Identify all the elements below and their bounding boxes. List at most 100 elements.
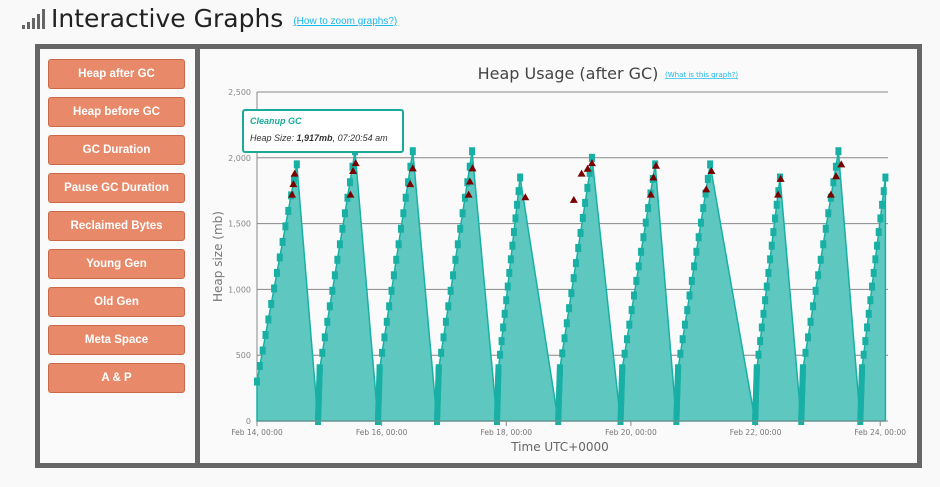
heap-data-point	[626, 320, 633, 329]
cleanup-gc-marker	[349, 166, 358, 174]
heap-data-point	[691, 262, 698, 271]
heap-data-point	[556, 364, 563, 373]
heap-usage-chart[interactable]: Heap Usage (after GC) (What is this graph…	[200, 49, 917, 463]
heap-data-point	[677, 349, 684, 358]
heap-data-point	[339, 224, 346, 233]
heap-data-point	[402, 193, 409, 202]
heap-data-point	[586, 168, 593, 177]
how-to-zoom-link[interactable]: (How to zoom graphs?)	[293, 16, 398, 27]
heap-data-point	[517, 173, 524, 182]
heap-data-point	[817, 255, 824, 264]
heap-data-point	[758, 323, 765, 332]
graph-button-reclaimed-bytes[interactable]: Reclaimed Bytes	[48, 211, 185, 241]
x-tick-label: Feb 14, 00:00	[231, 428, 283, 437]
heap-data-point	[459, 209, 466, 218]
cleanup-gc-marker	[464, 190, 473, 198]
heap-data-point	[386, 302, 393, 311]
heap-data-point	[262, 330, 269, 339]
heap-data-point	[822, 224, 829, 233]
heap-data-point	[588, 153, 595, 162]
heap-data-point	[445, 302, 452, 311]
graph-button-meta-space[interactable]: Meta Space	[48, 325, 185, 355]
what-is-this-graph-link[interactable]: (What is this graph?)	[665, 71, 738, 79]
graph-button-heap-before-gc[interactable]: Heap before GC	[48, 97, 185, 127]
heap-data-point	[686, 291, 693, 300]
graph-button-heap-after-gc[interactable]: Heap after GC	[48, 59, 185, 89]
heap-data-point	[582, 198, 589, 207]
graph-button-young-gen[interactable]: Young Gen	[48, 249, 185, 279]
heap-data-point	[584, 183, 591, 192]
tooltip-label: Heap Size:	[250, 133, 297, 143]
heap-data-point	[469, 147, 476, 156]
heap-data-point	[326, 302, 333, 311]
heap-data-point	[344, 193, 351, 202]
heap-data-point	[316, 364, 323, 373]
heap-data-point	[621, 349, 628, 358]
cleanup-gc-marker	[569, 195, 578, 203]
heap-data-point	[381, 333, 388, 342]
heap-data-point	[279, 237, 286, 246]
heap-data-point	[835, 147, 842, 156]
heap-data-point	[331, 271, 338, 280]
heap-data-point	[867, 296, 874, 305]
tooltip-body: Heap Size: 1,917mb, 07:20:54 am	[250, 133, 396, 143]
cleanup-gc-marker	[837, 160, 846, 168]
heap-data-point	[830, 178, 837, 187]
cleanup-gc-marker	[521, 193, 530, 201]
heap-data-point	[495, 364, 502, 373]
cleanup-gc-marker	[707, 166, 716, 174]
heap-data-point	[872, 255, 879, 264]
heap-data-point	[770, 228, 777, 237]
heap-data-point	[409, 147, 416, 156]
heap-data-point	[256, 362, 263, 371]
heap-data-point	[864, 323, 871, 332]
graph-button-a-p[interactable]: A & P	[48, 363, 185, 393]
heap-data-point	[628, 306, 635, 315]
graph-button-old-gen[interactable]: Old Gen	[48, 287, 185, 317]
cleanup-gc-marker	[468, 164, 477, 172]
heap-data-point	[293, 160, 300, 169]
heap-data-point	[334, 255, 341, 264]
heap-data-point	[877, 214, 884, 223]
heap-data-point	[645, 204, 652, 213]
heap-data-point	[619, 364, 626, 373]
heap-data-point	[341, 209, 348, 218]
heap-data-point	[638, 247, 645, 256]
heap-data-point	[461, 193, 468, 202]
cleanup-gc-marker	[652, 161, 661, 169]
heap-data-point	[349, 162, 356, 171]
heap-data-point	[329, 286, 336, 295]
heap-data-point	[405, 178, 412, 187]
heap-data-point	[561, 334, 568, 343]
graph-button-gc-duration[interactable]: GC Duration	[48, 135, 185, 165]
heap-data-point	[324, 317, 331, 326]
heap-data-point	[810, 302, 817, 311]
heap-data-point	[276, 253, 283, 262]
heap-data-point	[755, 350, 762, 359]
heap-data-point	[572, 259, 579, 268]
heap-data-point	[566, 304, 573, 313]
heap-data-point	[454, 240, 461, 249]
heap-data-point	[514, 200, 521, 209]
page-title: Interactive Graphs	[51, 4, 284, 33]
heap-data-point	[760, 309, 767, 318]
heap-data-point	[772, 214, 779, 223]
y-tick-label: 2,000	[228, 154, 251, 163]
graph-button-pause-gc-duration[interactable]: Pause GC Duration	[48, 173, 185, 203]
heap-data-point	[763, 282, 770, 291]
tooltip-title: Cleanup GC	[250, 116, 302, 126]
heap-data-point	[440, 333, 447, 342]
heap-data-point	[869, 282, 876, 291]
heap-data-point	[570, 274, 577, 283]
heap-data-point	[395, 240, 402, 249]
y-tick-label: 0	[246, 417, 251, 426]
heap-data-point	[504, 282, 511, 291]
heap-data-point	[642, 218, 649, 227]
heap-data-point	[862, 337, 869, 346]
heap-data-point	[640, 233, 647, 242]
heap-data-point	[321, 333, 328, 342]
heap-data-point	[290, 175, 297, 184]
heap-data-point	[681, 320, 688, 329]
cleanup-gc-marker	[832, 172, 841, 180]
x-tick-label: Feb 22, 00:00	[730, 428, 782, 437]
